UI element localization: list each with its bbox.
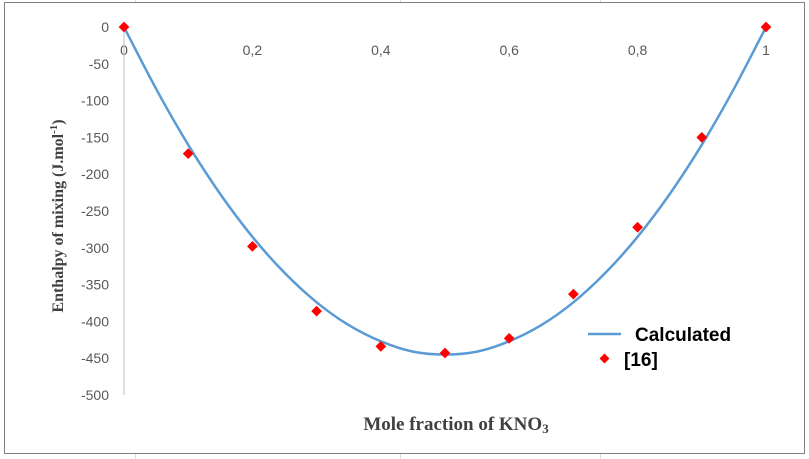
y-tick-label: 0 <box>101 19 109 35</box>
legend-diamond-swatch <box>599 353 610 364</box>
data-point-marker <box>311 305 322 317</box>
y-tick-label: -50 <box>89 56 109 72</box>
x-axis-tick-labels: 00,20,40,60,81 <box>120 42 770 58</box>
data-point-marker <box>439 347 451 359</box>
data-point-marker <box>503 332 515 344</box>
x-tick-label: 0,4 <box>371 42 391 58</box>
y-tick-label: -450 <box>81 350 109 366</box>
y-axis-title: Enthalpy of mixing (J.mol-1) <box>48 119 67 312</box>
data-point-marker <box>632 221 643 233</box>
y-tick-label: -400 <box>81 313 109 329</box>
x-tick-label: 1 <box>762 42 770 58</box>
y-tick-label: -250 <box>81 203 109 219</box>
x-tick-label: 0,6 <box>499 42 519 58</box>
x-tick-label: 0,8 <box>628 42 648 58</box>
data-point-marker <box>182 148 194 159</box>
y-tick-label: -200 <box>81 166 109 182</box>
calculated-curve <box>122 26 768 356</box>
enthalpy-chart: 0 -50 -100 -150 -200 -250 -300 -350 -400 -450 -500… <box>48 19 772 436</box>
legend: Calculated [16] <box>588 325 731 371</box>
y-tick-label: -150 <box>81 129 109 145</box>
data-point-marker <box>375 341 387 352</box>
legend-label-calculated: Calculated <box>635 325 731 346</box>
chart-area[interactable]: 0 -50 -100 -150 -200 -250 -300 -350 -400 -450 -500… <box>4 2 805 454</box>
legend-label-reference: [16] <box>624 350 658 371</box>
x-tick-label: 0,2 <box>243 42 263 58</box>
x-axis-title: Mole fraction of KNO3 <box>363 414 549 436</box>
data-point-marker <box>247 240 258 252</box>
y-axis-tick-labels: 0 -50 -100 -150 -200 -250 -300 -350 -400 -450 -500 <box>81 19 109 403</box>
y-tick-label: -100 <box>81 93 109 109</box>
y-tick-label: -500 <box>81 387 109 403</box>
y-tick-label: -350 <box>81 277 109 293</box>
data-point-marker <box>568 288 579 300</box>
y-tick-label: -300 <box>81 240 109 256</box>
data-point-marker <box>118 21 130 33</box>
data-point-marker <box>696 132 708 143</box>
data-point-marker <box>760 21 772 33</box>
